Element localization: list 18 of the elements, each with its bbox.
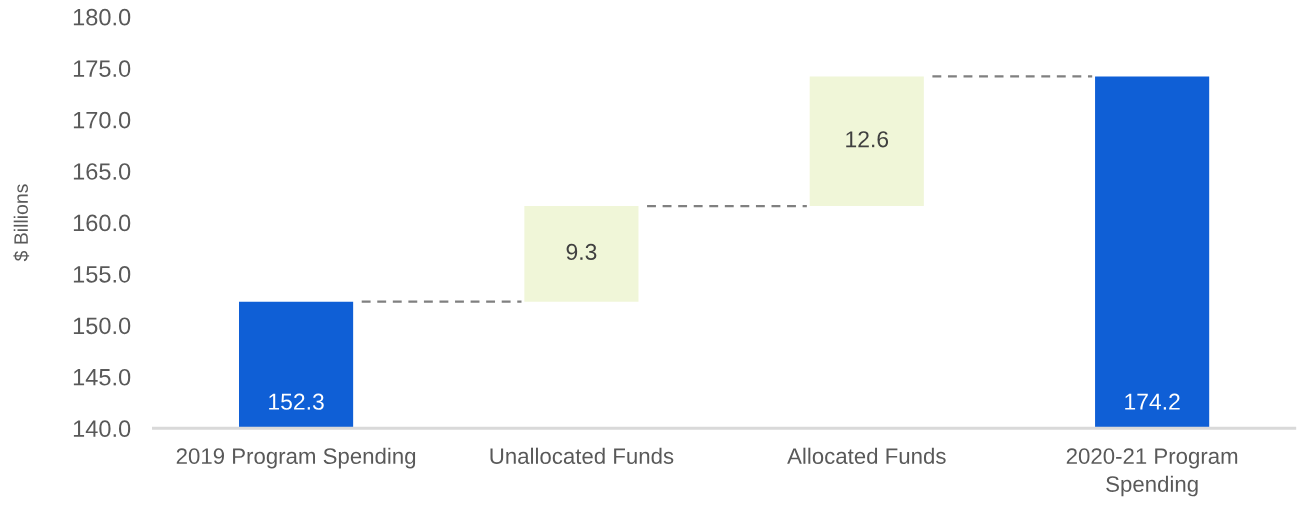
x-tick-label: 2020-21 Program Spending: [1066, 448, 1238, 497]
data-label: 9.3: [566, 243, 597, 261]
y-tick-label: 160.0: [73, 214, 131, 232]
data-label: 152.3: [269, 393, 324, 410]
data-label: 12.6: [846, 131, 889, 148]
y-tick-label: 140.0: [73, 420, 131, 438]
y-tick-label: 145.0: [73, 368, 131, 386]
y-tick-label: 155.0: [73, 266, 131, 283]
y-tick-label: 170.0: [73, 111, 131, 129]
x-tick-label: Allocated Funds: [787, 447, 946, 465]
x-tick-label: Unallocated Funds: [490, 447, 674, 465]
x-tick-label: 2019 Program Spending: [176, 447, 416, 469]
data-label: 174.2: [1125, 393, 1180, 410]
y-axis-title: $ Billions: [13, 184, 30, 262]
y-tick-label: 180.0: [73, 8, 131, 26]
y-tick-label: 175.0: [73, 60, 131, 77]
y-tick-label: 165.0: [73, 163, 131, 180]
y-tick-label: 150.0: [73, 317, 131, 335]
